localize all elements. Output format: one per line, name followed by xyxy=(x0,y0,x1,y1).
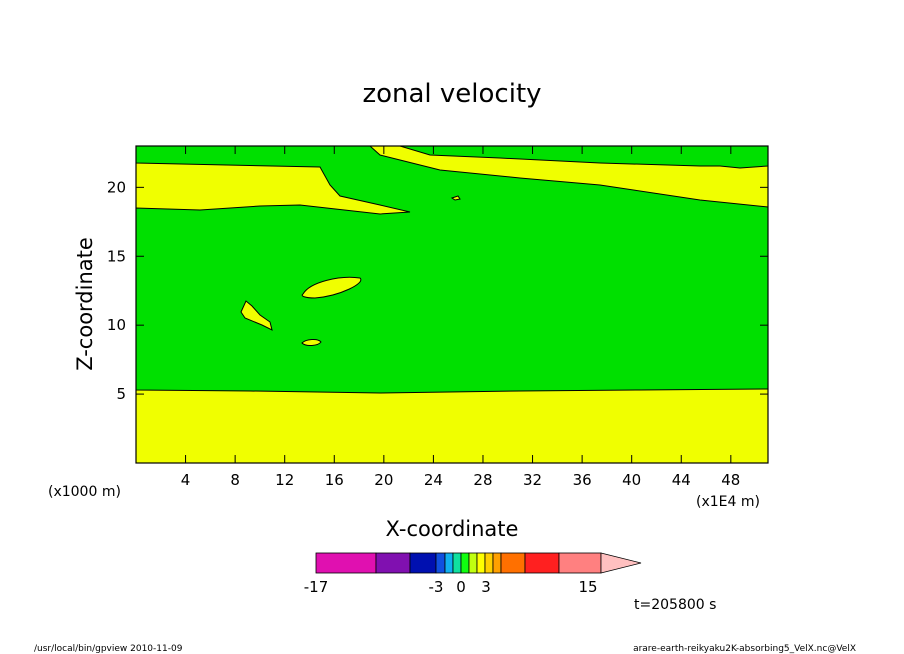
colorbar-segment xyxy=(524,552,560,574)
colorbar-tick-label: 0 xyxy=(456,578,466,596)
colorbar-segment xyxy=(375,552,411,574)
contour-blob-4 xyxy=(450,195,461,201)
y-axis-label: Z-coordinate xyxy=(73,237,97,371)
time-label: t=205800 s xyxy=(634,597,716,613)
contour-blob-1 xyxy=(301,276,362,299)
chart-title: zonal velocity xyxy=(362,79,541,109)
footer-right: arare-earth-reikyaku2K-absorbing5_VelX.n… xyxy=(633,644,856,654)
colorbar xyxy=(315,552,642,574)
x-tick-label: 20 xyxy=(374,471,393,489)
contour-blob-3 xyxy=(301,339,322,346)
colorbar-tick-label: -17 xyxy=(304,578,329,596)
colorbar-tick-label: 3 xyxy=(481,578,491,596)
x-axis-label: X-coordinate xyxy=(386,517,519,541)
colorbar-segment xyxy=(500,552,526,574)
y-unit-label: (x1000 m) xyxy=(48,484,121,500)
x-tick-label: 28 xyxy=(473,471,492,489)
contour-blob-2 xyxy=(240,300,273,331)
colorbar-extension-arrow xyxy=(600,552,642,574)
colorbar-segment xyxy=(460,552,470,574)
footer-left: /usr/local/bin/gpview 2010-11-09 xyxy=(34,644,183,654)
colorbar-segment xyxy=(484,552,494,574)
y-tick-label: 10 xyxy=(107,316,126,334)
x-tick-label: 32 xyxy=(523,471,542,489)
y-tick-label: 5 xyxy=(116,385,126,403)
y-tick-label: 20 xyxy=(107,178,126,196)
colorbar-segment xyxy=(409,552,437,574)
x-tick-marks: 4 8 12 16 20 24 28 32 36 40 44 48 xyxy=(181,146,740,489)
colorbar-segment xyxy=(452,552,462,574)
x-tick-label: 24 xyxy=(424,471,443,489)
x-tick-label: 4 xyxy=(181,471,191,489)
y-tick-label: 15 xyxy=(107,247,126,265)
x-tick-label: 40 xyxy=(622,471,641,489)
colorbar-tick-labels: -17 -3 0 3 15 xyxy=(304,578,598,596)
x-tick-label: 12 xyxy=(275,471,294,489)
colorbar-segment xyxy=(492,552,502,574)
colorbar-segment xyxy=(476,552,486,574)
x-tick-label: 48 xyxy=(721,471,740,489)
colorbar-tick-label: -3 xyxy=(429,578,444,596)
colorbar-segment xyxy=(435,552,446,574)
x-tick-label: 44 xyxy=(672,471,691,489)
colorbar-tick-label: 15 xyxy=(578,578,597,596)
colorbar-segment xyxy=(315,552,377,574)
plot-frame xyxy=(135,145,769,464)
x-tick-label: 36 xyxy=(573,471,592,489)
x-tick-label: 8 xyxy=(230,471,240,489)
x-unit-label: (x1E4 m) xyxy=(696,494,760,510)
y-tick-marks: 5 10 15 20 xyxy=(107,178,768,403)
x-tick-label: 16 xyxy=(325,471,344,489)
colorbar-segment xyxy=(444,552,454,574)
colorbar-segment xyxy=(558,552,602,574)
colorbar-segment xyxy=(468,552,478,574)
